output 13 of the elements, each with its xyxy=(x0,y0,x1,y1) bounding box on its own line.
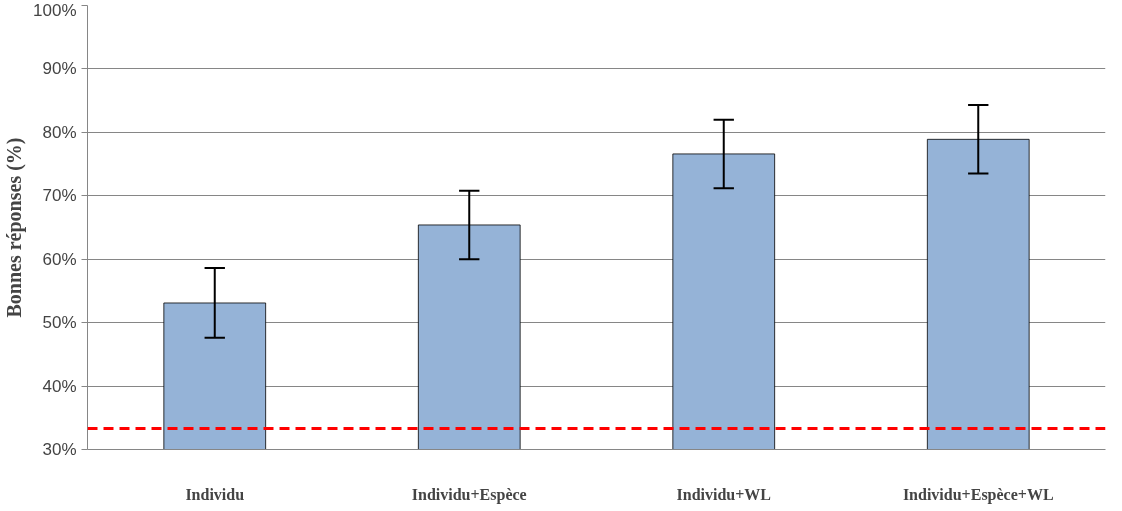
y-axis-title: Bonnes réponses (%) xyxy=(3,137,27,318)
y-tick-label: 80% xyxy=(42,122,77,142)
y-tick-label: 30% xyxy=(42,440,77,459)
y-tick-label: 90% xyxy=(42,59,77,79)
y-tick-label: 60% xyxy=(42,249,77,269)
y-tick-label: 70% xyxy=(42,186,77,206)
x-tick-label: Individu xyxy=(185,485,245,503)
x-tick-label: Individu+Espèce+WL xyxy=(902,485,1054,504)
y-tick-label: 40% xyxy=(42,376,77,396)
y-tick-label: 50% xyxy=(42,313,77,333)
x-tick-label: Individu+Espèce xyxy=(411,485,527,504)
y-tick-label: 100% xyxy=(33,0,77,20)
x-tick-label: Individu+WL xyxy=(676,485,771,503)
